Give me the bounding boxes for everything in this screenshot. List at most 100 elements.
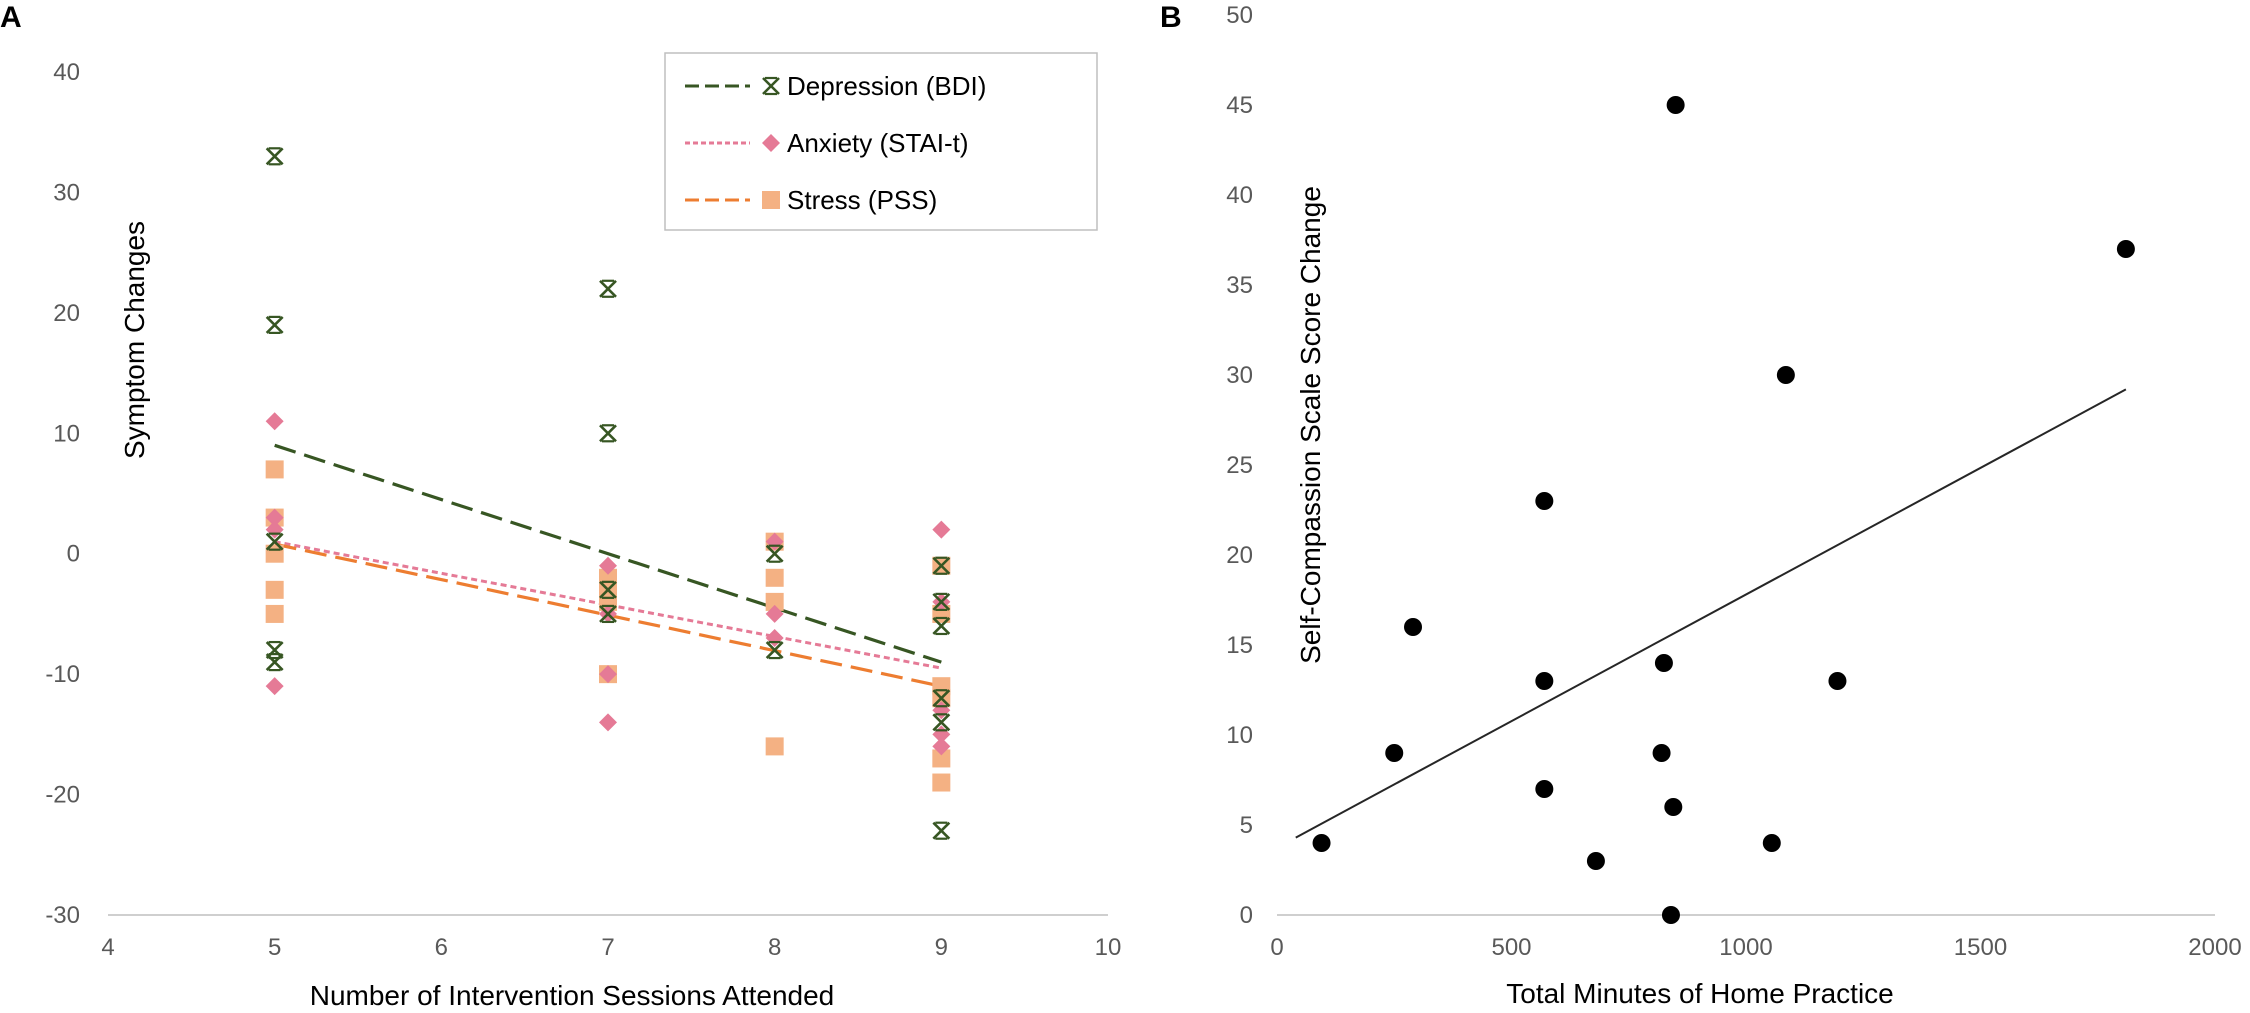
- data-point-star: [265, 652, 284, 672]
- panel-a-x-axis-title: Number of Intervention Sessions Attended: [310, 980, 835, 1011]
- trendline-star: [274, 443, 942, 664]
- panel-a-x-tick-label: 10: [1095, 934, 1122, 961]
- data-point-diamond: [599, 556, 617, 575]
- data-point-square: [932, 749, 951, 768]
- data-point-diamond: [599, 665, 617, 684]
- data-point: [1664, 798, 1683, 816]
- trendline-square: [274, 542, 942, 688]
- data-point-star: [932, 556, 951, 575]
- data-point: [1652, 744, 1671, 762]
- panel-b-y-tick-label: 45: [1226, 92, 1253, 119]
- panel-b-x-tick-label: 2000: [2188, 934, 2241, 961]
- panel-b-x-tick-label: 500: [1491, 934, 1531, 961]
- data-point: [1586, 852, 1605, 870]
- data-point-diamond: [932, 737, 951, 756]
- data-point-star: [932, 713, 951, 732]
- data-point-star: [765, 640, 784, 660]
- data-point: [1776, 366, 1795, 384]
- panel-b-y-tick-label: 15: [1226, 632, 1253, 659]
- panel-a-y-tick-label: 30: [53, 179, 80, 206]
- data-point-square: [765, 737, 784, 756]
- trendline: [1295, 388, 2127, 839]
- data-point: [2116, 240, 2135, 258]
- data-point-star: [599, 604, 617, 624]
- panel-letter-b: B: [1160, 1, 1182, 34]
- panel-a-y-tick-label: -20: [45, 782, 80, 809]
- data-point-square: [265, 580, 284, 599]
- panel-b-points: [1312, 96, 2135, 924]
- panel-b-y-axis-title: Self-Compassion Scale Score Change: [1295, 186, 1326, 664]
- data-point-diamond: [765, 604, 784, 623]
- legend-marker-swatch: [762, 76, 780, 96]
- trendline-diamond: [274, 540, 942, 670]
- panel-letter-a: A: [0, 1, 22, 34]
- panel-a-x-tick-label: 7: [601, 934, 614, 961]
- data-point-square: [932, 773, 951, 792]
- data-point: [1654, 654, 1673, 672]
- legend-marker-swatch: [762, 134, 780, 152]
- legend-label: Stress (PSS): [787, 185, 937, 215]
- data-point-star: [265, 147, 284, 166]
- panel-b-x-axis-title: Total Minutes of Home Practice: [1506, 978, 1894, 1009]
- data-point-star: [599, 279, 617, 298]
- data-point-star: [265, 532, 284, 551]
- data-point-star: [932, 821, 951, 840]
- panel-a-x-tick-label: 6: [435, 934, 448, 961]
- data-point: [1535, 672, 1554, 690]
- data-point-diamond: [265, 677, 284, 696]
- panel-a-trendlines: [274, 443, 942, 688]
- legend-item: Stress (PSS): [685, 185, 937, 215]
- panel-a-y-tick-label: 0: [67, 541, 80, 568]
- data-point: [1312, 834, 1331, 852]
- data-point-diamond: [599, 713, 617, 732]
- panel-a-y-axis-title: Symptom Changes: [119, 221, 150, 459]
- data-point-star: [932, 616, 951, 636]
- panel-a-y-tick-label: 40: [53, 59, 80, 86]
- panel-b-x-tick-label: 1000: [1719, 934, 1772, 961]
- data-point-square: [765, 592, 784, 611]
- panel-a-y-tick-label: -10: [45, 661, 80, 688]
- panel-b-trendline: [1295, 388, 2127, 839]
- data-point: [1404, 618, 1423, 636]
- data-point-square: [265, 604, 284, 623]
- panel-a-x-tick-label: 8: [768, 934, 781, 961]
- legend-marker-swatch: [762, 191, 780, 209]
- data-point-square: [265, 460, 284, 479]
- panel-a-x-tick-label: 5: [268, 934, 281, 961]
- panel-a-y-tick-label: 10: [53, 420, 80, 447]
- data-point: [1385, 744, 1404, 762]
- data-point-star: [265, 315, 284, 334]
- data-point-diamond: [265, 508, 284, 527]
- legend-item: Depression (BDI): [685, 71, 986, 101]
- data-point-square: [765, 568, 784, 587]
- panel-b-y-tick-label: 5: [1240, 812, 1253, 839]
- panel-a-y-tick-label: 20: [53, 300, 80, 327]
- data-point: [1666, 96, 1685, 114]
- panel-a-legend: Depression (BDI) Anxiety (STAI-t) Stress (…: [664, 52, 1098, 231]
- panel-b-x-tick-label: 0: [1270, 934, 1283, 961]
- data-point: [1535, 492, 1554, 510]
- data-point: [1535, 780, 1554, 798]
- data-point-diamond: [932, 520, 951, 539]
- panel-b-y-tick-label: 20: [1226, 542, 1253, 569]
- panel-a-x-tick-label: 9: [935, 934, 948, 961]
- panel-a-points: [265, 147, 951, 840]
- panel-a-x-tick-label: 4: [101, 934, 114, 961]
- data-point-diamond: [265, 412, 284, 431]
- legend-label: Depression (BDI): [787, 71, 986, 101]
- panel-a-y-tick-label: -30: [45, 902, 80, 929]
- legend-label: Anxiety (STAI-t): [787, 128, 969, 158]
- panel-a: A 4 5 6 7 8 9 10 -30 -20 -10 0 10 20 30 40 Number of I…: [0, 1, 1121, 1011]
- data-point-star: [599, 424, 617, 443]
- data-point: [1828, 672, 1847, 690]
- panel-b-y-tick-label: 40: [1226, 182, 1253, 209]
- data-point: [1762, 834, 1781, 852]
- panel-a-ticks: 4 5 6 7 8 9 10 -30 -20 -10 0 10 20 30 40: [45, 59, 1121, 961]
- legend-item: Anxiety (STAI-t): [685, 128, 969, 158]
- data-point-star: [932, 592, 951, 611]
- data-point-star: [599, 580, 617, 599]
- panel-b-y-tick-label: 25: [1226, 452, 1253, 479]
- panel-b-y-tick-label: 30: [1226, 362, 1253, 389]
- panel-b-ticks: 0 500 1000 1500 2000 0 5 10 15 20 25 30 35 40 45 50: [1226, 2, 2241, 961]
